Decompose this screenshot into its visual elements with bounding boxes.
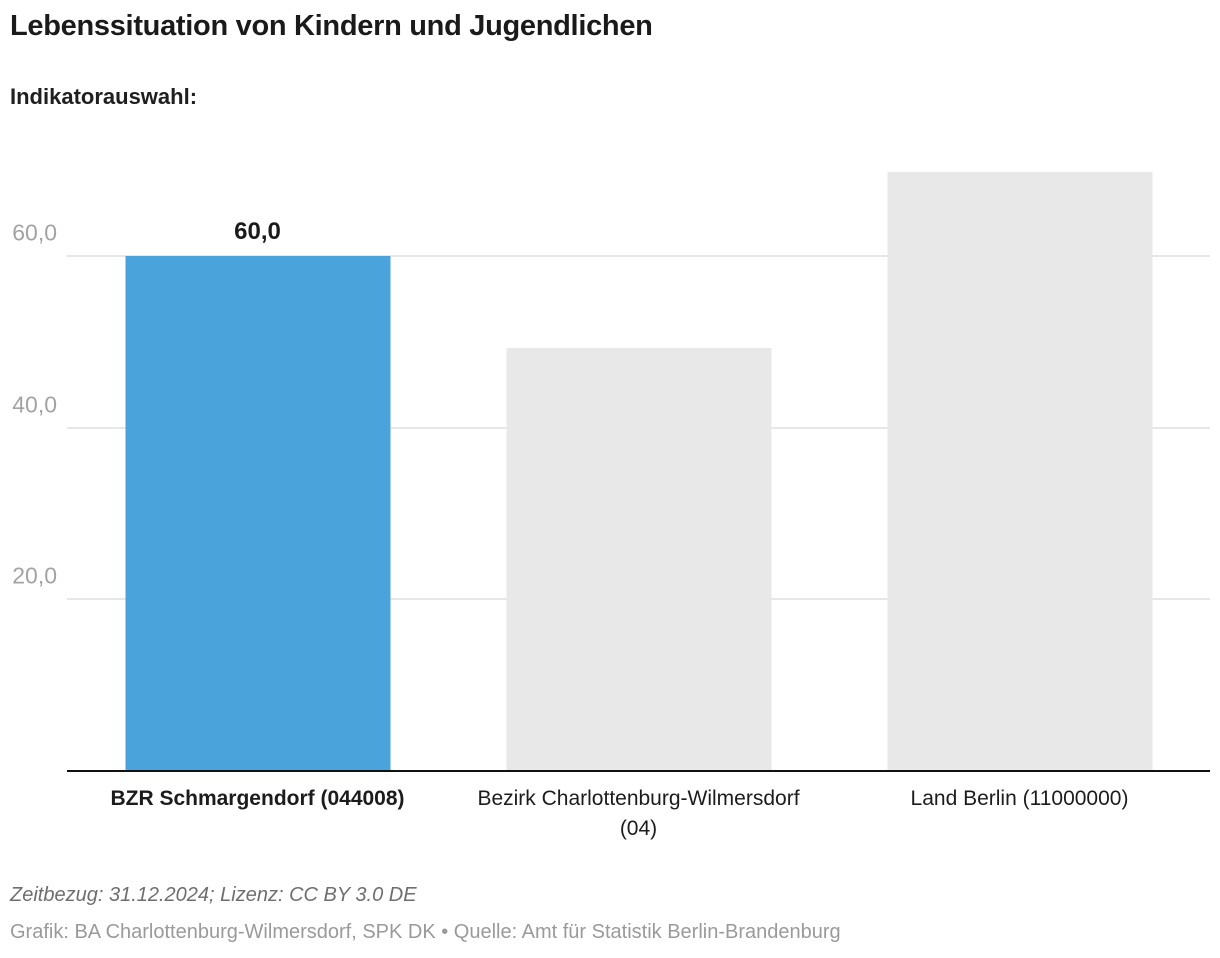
category-label: Bezirk Charlottenburg-Wilmersdorf (04) xyxy=(477,787,800,840)
bar-slot xyxy=(829,140,1210,770)
plot-area: 60,0 20,0 40,0 60,0 xyxy=(12,140,1210,772)
bar-slot: 60,0 xyxy=(67,140,448,770)
category-slot: Land Berlin (11000000) xyxy=(829,784,1210,844)
y-axis-tick-label: 40,0 xyxy=(12,391,57,418)
category-slot: BZR Schmargendorf (044008) xyxy=(67,784,448,844)
category-slot: Bezirk Charlottenburg-Wilmersdorf (04) xyxy=(448,784,829,844)
gridline xyxy=(67,255,1210,258)
indicator-select-label: Indikatorauswahl: xyxy=(10,84,198,109)
bar-1[interactable] xyxy=(125,256,390,770)
y-axis-tick-label: 60,0 xyxy=(12,219,57,246)
y-axis-tick-label: 20,0 xyxy=(12,562,57,589)
bars-row: 60,0 xyxy=(67,140,1210,770)
page-title: Lebenssituation von Kindern und Jugendli… xyxy=(10,10,653,42)
category-label: Land Berlin (11000000) xyxy=(910,787,1129,810)
bar-2[interactable] xyxy=(506,348,771,770)
bar-slot xyxy=(448,140,829,770)
footer-timeref-license: Zeitbezug: 31.12.2024; Lizenz: CC BY 3.0… xyxy=(10,884,417,906)
category-labels-row: BZR Schmargendorf (044008) Bezirk Charlot… xyxy=(67,784,1210,844)
category-label: BZR Schmargendorf (044008) xyxy=(110,787,405,810)
footer-credits-source: Grafik: BA Charlottenburg-Wilmersdorf, S… xyxy=(10,921,841,943)
bar-value-label: 60,0 xyxy=(234,218,281,246)
bar-3[interactable] xyxy=(887,171,1152,770)
